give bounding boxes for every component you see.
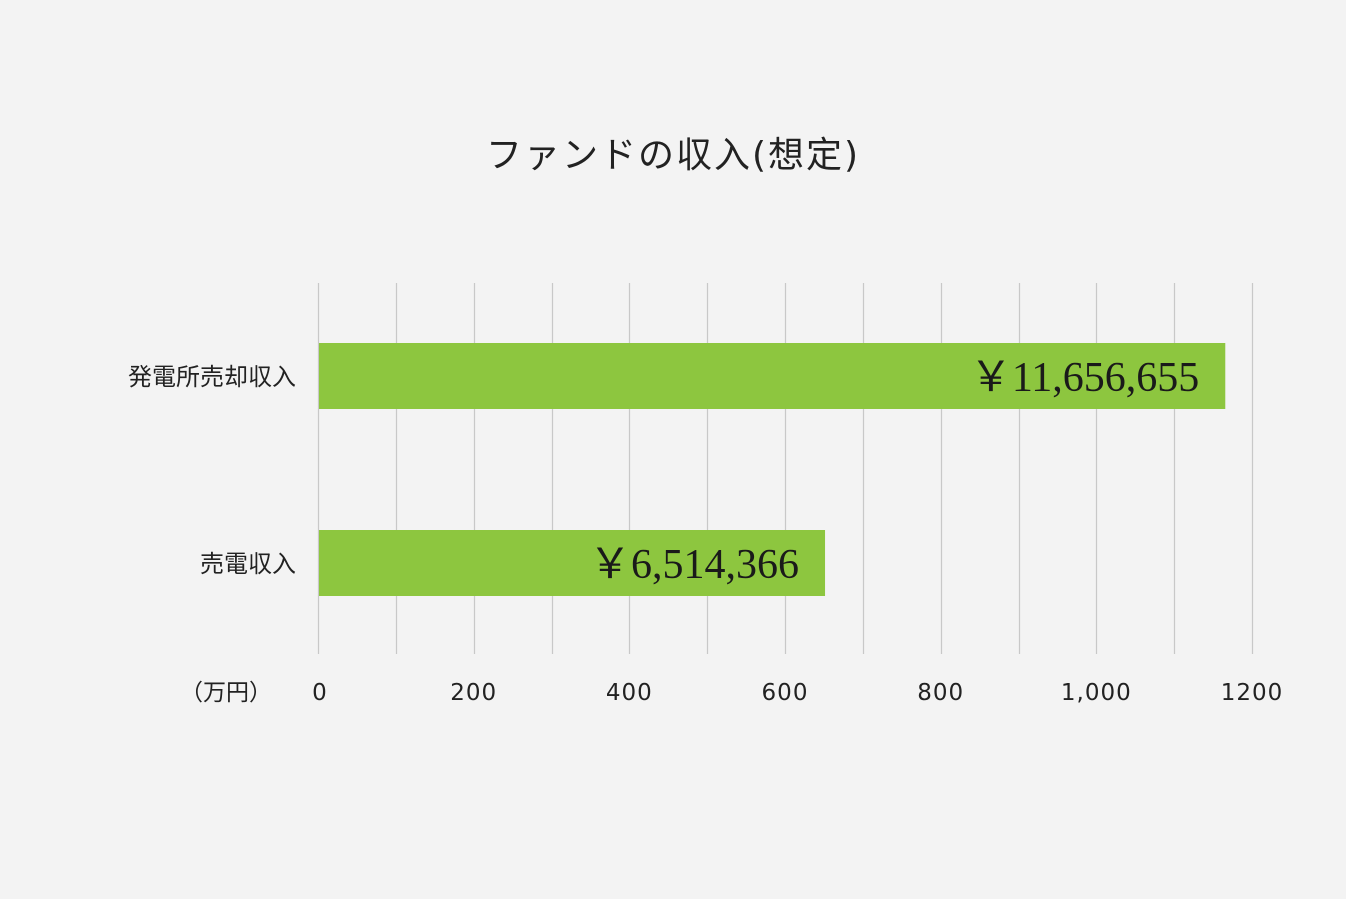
x-tick-label: 400 [606, 680, 653, 706]
category-label: 売電収入 [200, 550, 296, 578]
gridlines [317, 283, 1254, 654]
x-axis-unit-label: （万円） [180, 680, 272, 706]
x-axis-tick-labels: 0 200 400 600 800 1,000 1200 [312, 680, 1284, 706]
x-tick-label: 1,000 [1061, 680, 1132, 706]
x-tick-label: 1200 [1221, 680, 1284, 706]
x-tick-label: 600 [762, 680, 809, 706]
x-tick-label: 800 [917, 680, 964, 706]
data-label: ￥11,656,655 [970, 355, 1199, 401]
x-tick-label: 200 [450, 680, 497, 706]
chart-title: ファンドの収入(想定) [485, 135, 861, 176]
bar [319, 343, 1226, 409]
bars: ￥11,656,655 ￥6,514,366 [319, 343, 1226, 596]
bar [319, 530, 826, 596]
category-label: 発電所売却収入 [128, 363, 296, 391]
x-tick-label: 0 [312, 680, 328, 706]
data-label: ￥6,514,366 [589, 542, 799, 588]
